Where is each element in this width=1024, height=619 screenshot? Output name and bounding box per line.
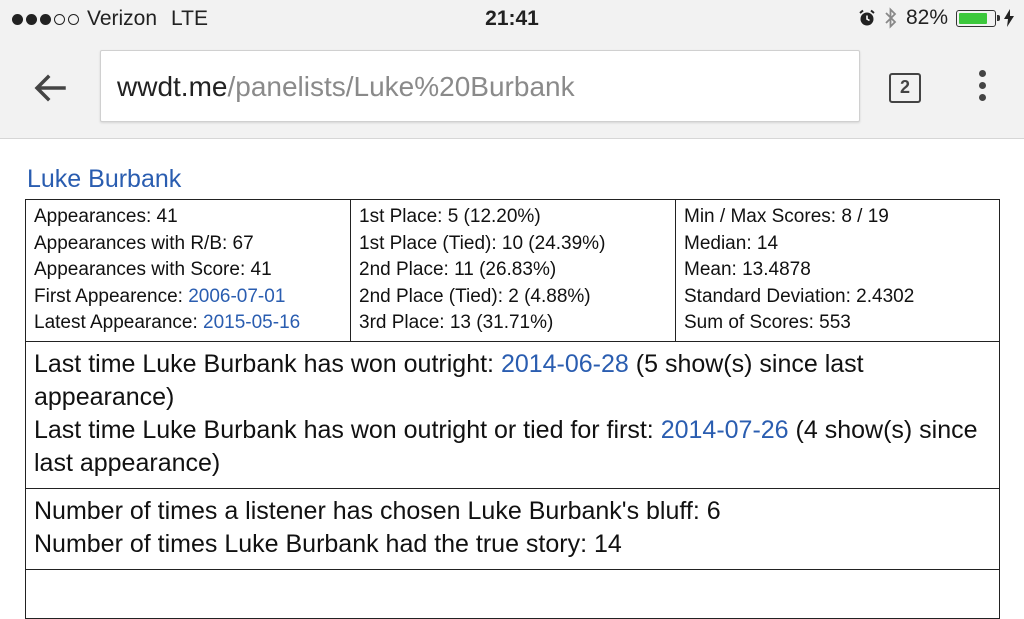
signal-strength-icon bbox=[12, 13, 79, 25]
clock: 21:41 bbox=[485, 7, 539, 30]
next-row-partial bbox=[25, 568, 1000, 619]
min-max-scores: Min / Max Scores: 8 / 19 bbox=[684, 206, 889, 227]
panelist-stats-table: Appearances: 41 Appearances with R/B: 67… bbox=[25, 199, 1000, 619]
overflow-menu-icon[interactable] bbox=[970, 70, 994, 106]
status-bar: Verizon LTE 21:41 82% bbox=[0, 0, 1024, 38]
first-place: 1st Place: 5 (12.20%) bbox=[359, 206, 541, 227]
status-left: Verizon LTE bbox=[12, 7, 208, 31]
table-row bbox=[25, 568, 1000, 619]
battery-percent: 82% bbox=[905, 6, 948, 29]
placement-stats: 1st Place: 5 (12.20%) 1st Place (Tied): … bbox=[350, 199, 676, 342]
back-arrow-icon[interactable] bbox=[30, 68, 70, 108]
last-outright-win: Last time Luke Burbank has won outright:… bbox=[34, 349, 864, 411]
sum-of-scores: Sum of Scores: 553 bbox=[684, 312, 851, 333]
url-path: /panelists/Luke%20Burbank bbox=[227, 71, 575, 102]
appearances-rb: Appearances with R/B: 67 bbox=[34, 232, 254, 254]
browser-toolbar: wwdt.me/panelists/Luke%20Burbank 2 bbox=[0, 38, 1024, 139]
first-appearance: First Appearence: 2006-07-01 bbox=[34, 285, 286, 307]
charging-bolt-icon bbox=[1004, 9, 1014, 27]
last-tied-win-link[interactable]: 2014-07-26 bbox=[660, 415, 789, 444]
appearances-score: Appearances with Score: 41 bbox=[34, 259, 272, 280]
bluetooth-icon bbox=[885, 7, 897, 29]
table-row: Appearances: 41 Appearances with R/B: 67… bbox=[25, 199, 1000, 342]
carrier-name: Verizon bbox=[87, 7, 158, 30]
address-bar[interactable]: wwdt.me/panelists/Luke%20Burbank bbox=[100, 50, 860, 122]
mean-score: Mean: 13.4878 bbox=[684, 259, 811, 280]
table-row: Number of times a listener has chosen Lu… bbox=[25, 487, 1000, 570]
network-type: LTE bbox=[171, 7, 209, 30]
appearance-stats: Appearances: 41 Appearances with R/B: 67… bbox=[25, 199, 351, 342]
last-outright-win-link[interactable]: 2014-06-28 bbox=[500, 349, 629, 378]
latest-appearance-link[interactable]: 2015-05-16 bbox=[203, 312, 301, 333]
alarm-icon bbox=[859, 9, 875, 26]
median-score: Median: 14 bbox=[684, 232, 779, 254]
win-history: Last time Luke Burbank has won outright:… bbox=[25, 340, 1000, 489]
table-row: Last time Luke Burbank has won outright:… bbox=[25, 340, 1000, 489]
bluff-stats: Number of times a listener has chosen Lu… bbox=[25, 487, 1000, 570]
url-host: wwdt.me bbox=[117, 71, 228, 102]
bluff-chosen: Number of times a listener has chosen Lu… bbox=[34, 496, 721, 525]
status-right: 82% bbox=[858, 6, 1014, 30]
score-stats: Min / Max Scores: 8 / 19 Median: 14 Mean… bbox=[675, 199, 1000, 342]
tab-count: 2 bbox=[899, 77, 910, 97]
std-deviation: Standard Deviation: 2.4302 bbox=[684, 285, 915, 307]
last-tied-win: Last time Luke Burbank has won outright … bbox=[34, 415, 978, 477]
battery-icon bbox=[956, 9, 1000, 27]
true-story: Number of times Luke Burbank had the tru… bbox=[34, 529, 622, 558]
first-appearance-link[interactable]: 2006-07-01 bbox=[188, 285, 286, 307]
first-place-tied: 1st Place (Tied): 10 (24.39%) bbox=[359, 232, 606, 254]
second-place-tied: 2nd Place (Tied): 2 (4.88%) bbox=[359, 285, 591, 307]
third-place: 3rd Place: 13 (31.71%) bbox=[359, 312, 554, 333]
second-place: 2nd Place: 11 (26.83%) bbox=[359, 259, 557, 280]
page-title[interactable]: Luke Burbank bbox=[27, 165, 182, 193]
tabs-icon[interactable]: 2 bbox=[889, 73, 921, 103]
appearances-count: Appearances: 41 bbox=[34, 206, 178, 227]
latest-appearance: Latest Appearance: 2015-05-16 bbox=[34, 312, 301, 333]
